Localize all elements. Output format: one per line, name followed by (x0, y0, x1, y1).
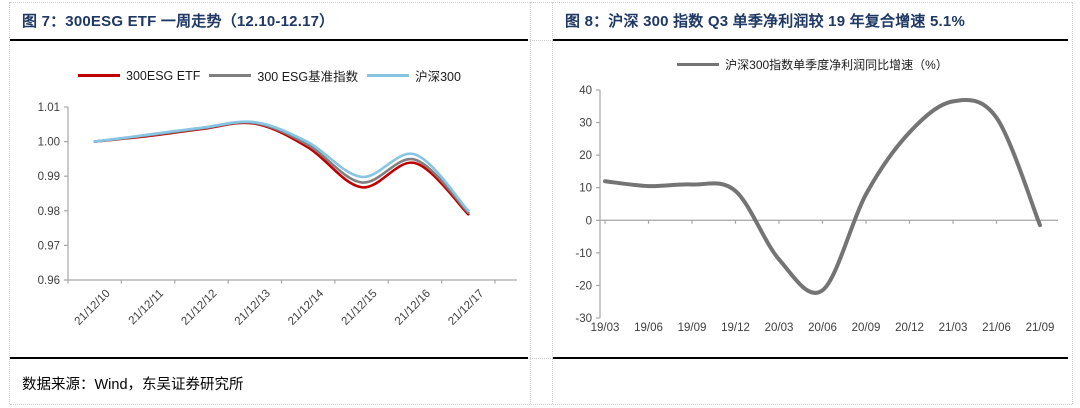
svg-text:21/12/15: 21/12/15 (340, 288, 380, 328)
svg-text:19/12: 19/12 (721, 322, 750, 334)
legend-label: 300ESG ETF (126, 68, 201, 83)
svg-text:21/12/11: 21/12/11 (127, 288, 167, 328)
table-border-top (10, 2, 1072, 3)
legend-line-swatch (677, 63, 720, 66)
legend-label: 300 ESG基准指数 (257, 70, 359, 84)
svg-text:1.01: 1.01 (38, 102, 60, 114)
svg-text:21/06: 21/06 (982, 322, 1011, 334)
table-border-left (9, 2, 10, 404)
svg-text:21/12/10: 21/12/10 (73, 288, 113, 328)
svg-text:20/09: 20/09 (852, 322, 881, 334)
svg-text:10: 10 (579, 183, 592, 195)
svg-text:30: 30 (579, 118, 592, 130)
svg-text:20/03: 20/03 (765, 322, 794, 334)
svg-text:21/09: 21/09 (1026, 322, 1055, 334)
data-source-note: 数据来源：Wind，东吴证券研究所 (22, 377, 244, 393)
legend-item: 300 ESG基准指数 (209, 66, 358, 85)
svg-text:-20: -20 (575, 280, 592, 292)
legend-line-swatch (209, 74, 252, 77)
gutter-connector-title (530, 40, 553, 41)
svg-text:0.96: 0.96 (38, 275, 60, 287)
svg-text:20/12: 20/12 (895, 322, 924, 334)
svg-text:21/03: 21/03 (939, 322, 968, 334)
column-gutter-right-border (552, 2, 553, 404)
legend-line-swatch (367, 74, 410, 77)
gutter-connector-footer (530, 358, 553, 359)
svg-text:19/06: 19/06 (634, 322, 663, 334)
table-border-bottom (10, 404, 1072, 405)
svg-text:21/12/14: 21/12/14 (286, 287, 327, 328)
svg-text:19/03: 19/03 (591, 322, 620, 334)
figure7-title-rule (10, 39, 528, 41)
svg-text:21/12/12: 21/12/12 (179, 288, 219, 328)
figure8-title-rule (553, 39, 1068, 41)
svg-text:21/12/13: 21/12/13 (233, 288, 273, 328)
svg-text:20: 20 (579, 150, 592, 162)
figure7-legend: 300ESG ETF 300 ESG基准指数 沪深300 (10, 66, 529, 85)
legend-label: 沪深300 (415, 70, 461, 84)
svg-text:0.98: 0.98 (38, 206, 60, 218)
svg-text:0.99: 0.99 (38, 171, 60, 183)
figure7-title: 图 7：300ESG ETF 一周走势（12.10-12.17） (22, 13, 335, 30)
footer-rule-left (10, 357, 528, 359)
legend-item: 沪深300 (367, 66, 461, 85)
figure8-legend: 沪深300指数单季度净利润同比增速（%） (553, 56, 1072, 73)
legend-item: 沪深300指数单季度净利润同比增速（%） (677, 56, 948, 73)
legend-line-swatch (78, 74, 121, 77)
svg-text:20/06: 20/06 (808, 322, 837, 334)
svg-text:0.97: 0.97 (38, 240, 60, 252)
figure8-title: 图 8：沪深 300 指数 Q3 单季净利润较 19 年复合增速 5.1% (565, 13, 965, 30)
svg-text:1.00: 1.00 (38, 137, 60, 149)
legend-label: 沪深300指数单季度净利润同比增速（%） (725, 58, 948, 72)
column-gutter-left-border (530, 2, 531, 404)
svg-text:21/12/17: 21/12/17 (446, 288, 486, 328)
svg-text:21/12/16: 21/12/16 (393, 288, 433, 328)
svg-text:-30: -30 (575, 313, 592, 325)
figure7-line-chart: 1.01 1.00 0.99 0.98 0.97 0.96 21/12/10 21/12/11… (38, 102, 517, 328)
svg-text:19/09: 19/09 (678, 322, 707, 334)
table-border-right (1072, 2, 1073, 404)
svg-text:0: 0 (586, 215, 592, 227)
svg-text:40: 40 (579, 85, 592, 97)
footer-rule-right (553, 357, 1068, 359)
legend-item: 300ESG ETF (78, 69, 200, 83)
svg-text:-10: -10 (575, 248, 592, 260)
